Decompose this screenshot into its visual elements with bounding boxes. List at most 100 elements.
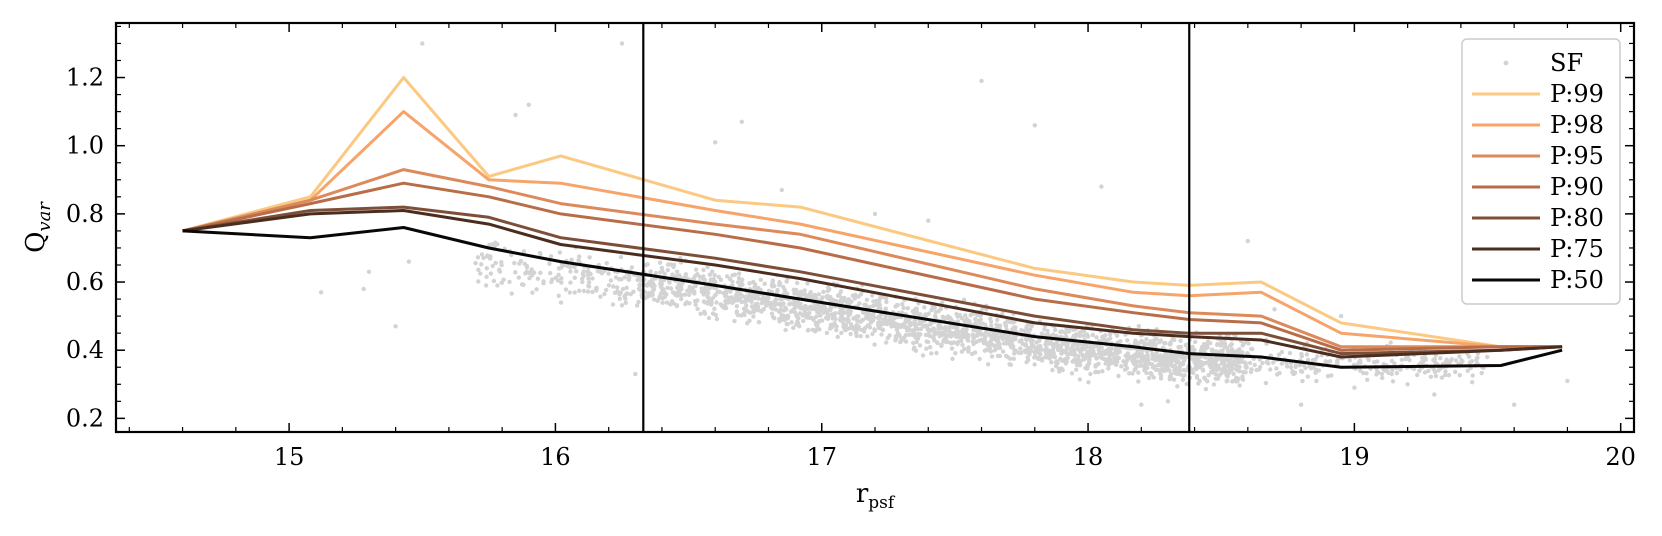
sf-point xyxy=(1285,364,1290,369)
sf-point xyxy=(901,305,906,311)
sf-point xyxy=(406,259,412,264)
sf-point xyxy=(1268,367,1273,372)
sf-point xyxy=(524,263,530,269)
y-tick-label: 0.6 xyxy=(66,268,104,296)
y-tick-label: 0.4 xyxy=(66,336,104,364)
sf-point xyxy=(1347,358,1353,363)
sf-point xyxy=(723,299,728,304)
sf-point xyxy=(1310,358,1316,363)
sf-point xyxy=(1279,349,1285,355)
sf-point xyxy=(759,297,765,302)
sf-point xyxy=(839,315,845,320)
sf-point xyxy=(618,290,623,295)
sf-point xyxy=(1249,367,1254,372)
sf-point xyxy=(802,288,807,293)
sf-point xyxy=(619,41,625,46)
sf-point xyxy=(659,265,665,271)
sf-point xyxy=(1315,354,1320,359)
sf-point xyxy=(658,270,663,275)
sf-point xyxy=(1210,347,1215,352)
sf-point xyxy=(1144,337,1149,342)
sf-point xyxy=(1276,352,1282,357)
sf-point xyxy=(971,334,976,340)
sf-point xyxy=(705,264,710,270)
sf-point xyxy=(810,327,815,332)
sf-point xyxy=(885,335,890,341)
sf-point xyxy=(1381,367,1386,372)
sf-point xyxy=(828,307,833,313)
sf-point xyxy=(529,267,534,272)
sf-point xyxy=(848,331,853,337)
sf-point xyxy=(1206,373,1211,378)
sf-point xyxy=(1144,349,1150,354)
sf-point xyxy=(989,354,995,359)
sf-point xyxy=(735,312,741,318)
sf-point xyxy=(1311,364,1316,369)
sf-point xyxy=(1272,307,1277,312)
sf-point xyxy=(1271,360,1276,365)
sf-point xyxy=(1372,359,1377,365)
sf-point xyxy=(1123,361,1128,366)
series-line-p-50 xyxy=(182,226,1563,369)
sf-point xyxy=(805,294,811,299)
sf-point xyxy=(1209,369,1214,375)
sf-point xyxy=(526,102,531,108)
sf-point xyxy=(1172,368,1177,373)
sf-point xyxy=(939,326,945,331)
sf-point xyxy=(1257,364,1263,370)
sf-point xyxy=(484,266,489,271)
x-axis-label: rpsf xyxy=(856,479,896,513)
sf-point xyxy=(475,255,481,260)
sf-point xyxy=(557,250,563,255)
sf-point xyxy=(1432,392,1437,397)
sf-point xyxy=(730,300,735,305)
sf-point xyxy=(420,41,425,46)
sf-point xyxy=(1074,342,1079,347)
sf-point xyxy=(881,320,886,325)
sf-point xyxy=(988,319,994,324)
series-line-p-75 xyxy=(182,209,1563,359)
sf-point xyxy=(870,312,875,317)
sf-point xyxy=(1113,359,1119,365)
sf-point xyxy=(1453,358,1459,363)
sf-point xyxy=(627,273,632,278)
sf-point xyxy=(772,316,777,321)
sf-point xyxy=(587,271,592,276)
ticks-layer: 15 16 17 18 19 20 0.2 0.4 0.6 0.8 1.0 1.2 xyxy=(66,23,1636,471)
sf-point xyxy=(693,267,699,272)
series-line-p-99 xyxy=(182,76,1563,349)
sf-point xyxy=(1085,334,1090,339)
sf-point xyxy=(895,331,900,336)
sf-point xyxy=(937,334,942,339)
sf-point xyxy=(734,304,740,309)
sf-point xyxy=(894,303,900,308)
sf-point xyxy=(1001,349,1006,354)
sf-point xyxy=(724,274,730,279)
sf-point xyxy=(848,309,853,314)
y-axis-label: Qvar xyxy=(21,201,55,253)
sf-point xyxy=(759,300,764,306)
sf-point xyxy=(662,271,667,277)
sf-point xyxy=(1153,342,1158,347)
sf-point xyxy=(534,287,539,292)
sf-point xyxy=(1512,402,1517,407)
sf-point xyxy=(1305,357,1311,362)
sf-point xyxy=(756,296,761,301)
sf-point xyxy=(556,293,561,298)
sf-point xyxy=(949,341,954,346)
sf-point xyxy=(657,260,663,265)
sf-point xyxy=(856,324,861,329)
sf-point xyxy=(732,318,737,324)
sf-point xyxy=(1196,362,1201,367)
sf-point xyxy=(1136,379,1141,384)
sf-point xyxy=(1030,338,1035,343)
sf-point xyxy=(683,272,689,277)
sf-point xyxy=(1470,380,1475,385)
sf-point xyxy=(1116,373,1121,379)
sf-point xyxy=(665,285,670,290)
sf-point xyxy=(955,341,960,347)
sf-point xyxy=(698,311,703,316)
sf-point xyxy=(754,285,759,291)
sf-point xyxy=(1194,373,1200,379)
sf-point xyxy=(806,327,811,333)
